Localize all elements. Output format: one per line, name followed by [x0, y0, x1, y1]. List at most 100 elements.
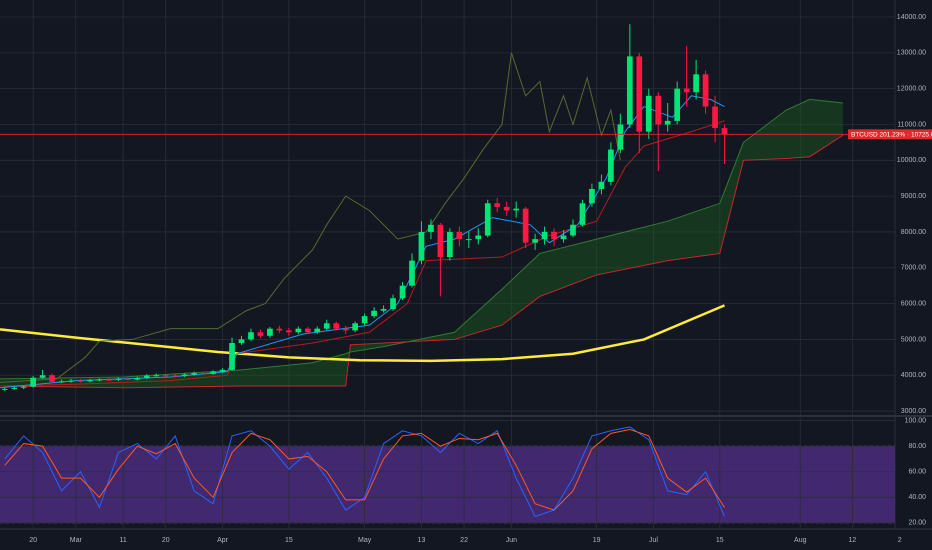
candle-body: [304, 328, 311, 333]
y-tick-label: 8000.00: [901, 229, 926, 236]
span-a-line: [0, 98, 843, 380]
candle-body: [484, 203, 491, 236]
y-tick-label: 80.00: [908, 443, 926, 450]
candle-body: [608, 149, 614, 182]
x-tick-label: Aug: [794, 537, 807, 544]
candle-body: [87, 380, 93, 382]
candle-body: [721, 128, 728, 135]
candle-body: [674, 88, 681, 121]
candle-body: [399, 285, 406, 299]
candle-body: [106, 379, 112, 381]
candle-body: [333, 323, 340, 329]
candle-body: [219, 369, 226, 372]
last-price-box: [848, 129, 932, 140]
y-tick-label: 7000.00: [901, 265, 926, 272]
span-b-line: [0, 134, 844, 389]
candle-body: [181, 374, 188, 376]
candle-body: [522, 208, 529, 243]
candle-body: [683, 88, 690, 93]
x-tick-label: 15: [285, 537, 293, 544]
candle-body: [664, 120, 671, 125]
candle-body: [115, 378, 122, 380]
candle-body: [200, 373, 207, 375]
y-tick-label: 3000.00: [901, 408, 926, 415]
overlay-line: [0, 304, 726, 363]
candle-body: [589, 188, 595, 204]
candle-body: [30, 377, 36, 387]
cloud: [0, 99, 843, 388]
candle-body: [494, 203, 501, 207]
y-tick-label: 100.00: [905, 417, 927, 424]
candle-body: [560, 235, 567, 240]
candle-body: [39, 375, 46, 378]
candle-body: [361, 316, 368, 324]
x-tick-label: 13: [418, 537, 426, 544]
y-tick-label: 40.00: [908, 494, 926, 501]
x-tick-label: Mar: [70, 537, 83, 544]
x-tick-label: 12: [848, 537, 856, 544]
candle-body: [58, 381, 65, 383]
x-tick-label: 19: [593, 537, 601, 544]
y-tick-label: 14000.00: [897, 14, 926, 21]
candle-body: [162, 375, 169, 377]
x-tick-label: Jul: [649, 537, 658, 544]
candle-body: [276, 328, 283, 331]
last-price-label: BTCUSD 201.23% · 10725.06: [851, 132, 932, 139]
candle-body: [143, 375, 150, 379]
candle-body: [428, 224, 434, 232]
candle-body: [210, 371, 216, 374]
candle-body: [513, 208, 520, 211]
candle-body: [257, 332, 264, 336]
candle-body: [598, 181, 605, 189]
candle-body: [551, 231, 557, 240]
candle-body: [418, 231, 425, 261]
candle-body: [541, 231, 548, 240]
y-tick-label: 6000.00: [901, 300, 926, 307]
series-line: [4, 426, 725, 518]
y-tick-label: 12000.00: [897, 86, 926, 93]
candle-body: [323, 323, 330, 329]
overlay-line: [0, 120, 725, 387]
candle-body: [617, 124, 624, 150]
x-tick-label: 15: [716, 537, 724, 544]
candle-body: [314, 328, 321, 333]
candle-body: [409, 260, 415, 286]
candle-body: [134, 378, 141, 380]
candle-body: [390, 298, 396, 309]
candle-body: [77, 380, 84, 382]
candle-body: [68, 380, 74, 382]
candle-body: [655, 95, 662, 125]
candle-body: [456, 231, 463, 240]
y-tick-label: 60.00: [908, 469, 926, 476]
candle-body: [267, 328, 273, 336]
candle-body: [20, 386, 27, 388]
y-tick-label: 11000.00: [897, 121, 926, 128]
candle-body: [342, 328, 349, 331]
candle-body: [172, 375, 179, 377]
y-tick-label: 13000.00: [897, 50, 926, 57]
y-tick-label: 9000.00: [901, 193, 926, 200]
candle-body: [579, 203, 586, 225]
candle-body: [626, 56, 633, 125]
candle-body: [286, 330, 292, 333]
candle-body: [636, 56, 643, 132]
candle-body: [371, 310, 377, 317]
candle-body: [229, 342, 235, 370]
x-tick-label: Jun: [506, 537, 517, 544]
pane: [0, 0, 895, 415]
candle-body: [645, 95, 652, 132]
candle-body: [238, 339, 245, 343]
candle-body: [380, 308, 387, 311]
y-tick-label: 10000.00: [897, 157, 926, 164]
candle-body: [295, 328, 302, 333]
candle-body: [11, 387, 18, 389]
candle-body: [153, 375, 160, 377]
candle-body: [570, 224, 576, 236]
x-tick-label: 2: [898, 537, 902, 544]
candle-body: [437, 224, 444, 258]
candle-body: [248, 332, 254, 340]
x-tick-label: 22: [460, 537, 468, 544]
x-tick-label: May: [358, 537, 372, 544]
candle-body: [49, 375, 55, 382]
